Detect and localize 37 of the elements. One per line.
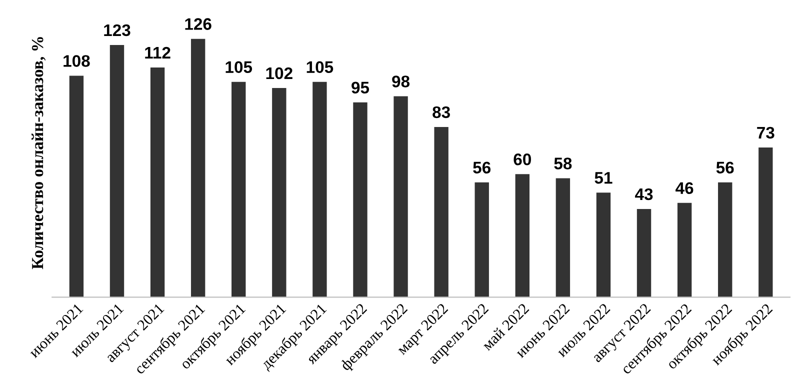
bar: [515, 174, 530, 298]
data-label: 51: [594, 172, 612, 184]
data-label: 73: [757, 126, 774, 139]
bar: [272, 88, 286, 298]
bar: [758, 147, 773, 298]
bar: [474, 182, 489, 298]
data-label: 112: [145, 46, 170, 59]
data-label: 83: [432, 106, 450, 118]
data-label: 126: [185, 18, 212, 30]
bar: [718, 182, 732, 298]
data-label: 95: [352, 82, 370, 94]
data-label: 56: [716, 162, 734, 174]
data-label: 98: [392, 76, 410, 88]
bar: [190, 38, 206, 298]
bar: [232, 82, 246, 298]
bar: [596, 192, 611, 298]
bar: [110, 44, 124, 298]
data-label: 123: [104, 24, 130, 36]
bar: [150, 68, 165, 298]
data-label: 105: [226, 61, 252, 74]
bar: [556, 178, 570, 298]
data-label: 60: [514, 153, 531, 166]
data-label: 102: [266, 67, 292, 80]
data-label: 108: [64, 55, 90, 67]
bar: [69, 76, 84, 298]
data-label: 43: [635, 188, 653, 200]
data-label: 105: [306, 61, 334, 74]
bar: [353, 102, 368, 298]
bar: [677, 202, 692, 298]
bar: [312, 82, 327, 298]
data-label: 56: [473, 162, 491, 174]
data-label: 58: [554, 158, 572, 170]
bar: [394, 96, 408, 298]
bar: [434, 126, 448, 298]
y-axis-title: Количество онлайн-заказов, %: [32, 37, 46, 270]
bar: [636, 208, 652, 298]
data-label: 46: [676, 182, 694, 194]
